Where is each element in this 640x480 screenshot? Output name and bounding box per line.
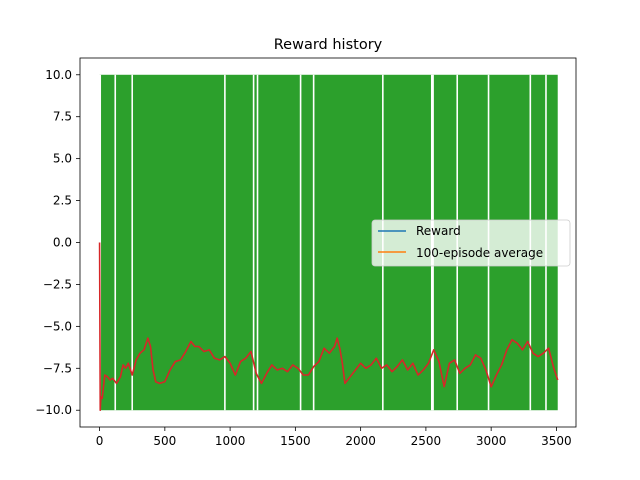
reward-band-gap xyxy=(299,74,302,411)
legend-box xyxy=(371,219,571,267)
x-tick-label: 1000 xyxy=(215,434,246,448)
reward-band-gap xyxy=(114,74,117,411)
moving-average-line xyxy=(98,242,559,412)
legend-label-average: 100-episode average xyxy=(416,246,543,260)
reward-band-gap xyxy=(256,74,259,411)
y-tick-label: −2.5 xyxy=(43,277,72,291)
y-tick-label: 2.5 xyxy=(53,194,72,208)
legend: Reward 100-episode average xyxy=(371,219,571,267)
reward-band-gap xyxy=(252,74,255,411)
x-axis: 0 500 1000 1500 2000 2500 3000 3500 xyxy=(96,427,572,448)
y-tick-label: −5.0 xyxy=(43,319,72,333)
y-axis: 10.0 7.5 5.0 2.5 0.0 −2.5 −5.0 −7.5 −10.0 xyxy=(35,68,80,417)
x-tick-label: 3000 xyxy=(476,434,507,448)
x-tick-label: 2000 xyxy=(345,434,376,448)
chart-title: Reward history xyxy=(274,37,383,53)
x-tick-label: 1500 xyxy=(280,434,311,448)
y-tick-label: −10.0 xyxy=(35,403,72,417)
y-tick-label: 7.5 xyxy=(53,110,72,124)
y-tick-label: 0.0 xyxy=(53,236,72,250)
reward-band-gap xyxy=(312,74,315,411)
reward-band-gap xyxy=(131,74,134,411)
x-tick-label: 500 xyxy=(153,434,176,448)
x-tick-label: 0 xyxy=(96,434,104,448)
y-tick-label: 10.0 xyxy=(45,68,72,82)
y-tick-label: 5.0 xyxy=(53,152,72,166)
reward-band-gap xyxy=(224,74,226,411)
legend-label-reward: Reward xyxy=(416,224,461,238)
x-tick-label: 3500 xyxy=(541,434,572,448)
x-tick-label: 2500 xyxy=(411,434,442,448)
y-tick-label: −7.5 xyxy=(43,361,72,375)
